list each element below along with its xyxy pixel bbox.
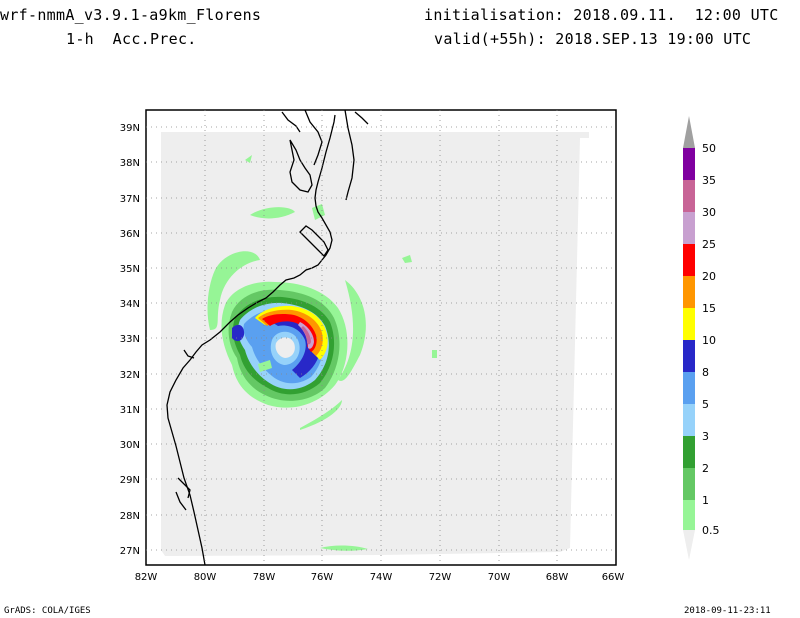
lat-label: 39N [120, 123, 140, 134]
colorbar-label: 1 [702, 494, 709, 507]
colorbar-label: 0.5 [702, 524, 720, 537]
field-title: 1-h Acc.Prec. [66, 30, 197, 48]
colorbar-swatch [683, 500, 695, 530]
lat-label: 33N [120, 334, 140, 345]
colorbar-swatch [683, 436, 695, 468]
colorbar-swatch [683, 404, 695, 436]
colorbar-label: 2 [702, 462, 709, 475]
model-title: wrf-nmmA_v3.9.1-a9km_Florens [0, 6, 262, 24]
colorbar-swatch [683, 308, 695, 340]
valid-time: valid(+55h): 2018.SEP.13 19:00 UTC [434, 30, 752, 48]
lat-label: 30N [120, 440, 140, 451]
footer-timestamp: 2018-09-11-23:11 [684, 606, 771, 616]
colorbar-swatch [683, 468, 695, 500]
colorbar-label: 35 [702, 174, 716, 187]
lon-label: 70W [488, 572, 511, 583]
lat-label: 36N [120, 229, 140, 240]
lat-label: 27N [120, 546, 140, 557]
colorbar-bottom-arrow [683, 530, 695, 560]
colorbar-label: 15 [702, 302, 716, 315]
lat-label: 32N [120, 370, 140, 381]
graticule [146, 110, 616, 565]
lat-label: 35N [120, 264, 140, 275]
colorbar-label: 10 [702, 334, 716, 347]
lon-label: 74W [370, 572, 393, 583]
lon-label: 68W [546, 572, 569, 583]
colorbar-swatch [683, 212, 695, 244]
colorbar-label: 5 [702, 398, 709, 411]
lon-label: 80W [194, 572, 217, 583]
lon-label: 72W [429, 572, 452, 583]
lon-label: 76W [311, 572, 334, 583]
colorbar-label: 3 [702, 430, 709, 443]
precip-field [207, 155, 437, 551]
colorbar-label: 25 [702, 238, 716, 251]
colorbar-swatch [683, 372, 695, 404]
colorbar-swatch [683, 180, 695, 212]
colorbar-swatch [683, 244, 695, 276]
colorbar-label: 30 [702, 206, 716, 219]
colorbar: 50 35 30 25 20 15 10 8 5 3 2 1 0.5 [683, 116, 720, 560]
colorbar-label: 50 [702, 142, 716, 155]
init-time: initialisation: 2018.09.11. 12:00 UTC [424, 6, 779, 24]
lat-label: 29N [120, 475, 140, 486]
coastline [166, 109, 369, 566]
colorbar-swatch [683, 276, 695, 308]
lat-label: 37N [120, 194, 140, 205]
colorbar-label: 8 [702, 366, 709, 379]
lat-label: 38N [120, 158, 140, 169]
colorbar-swatch [683, 340, 695, 372]
lat-label: 31N [120, 405, 140, 416]
lon-label: 66W [602, 572, 625, 583]
colorbar-label: 20 [702, 270, 716, 283]
lon-label: 78W [253, 572, 276, 583]
lon-label: 82W [135, 572, 158, 583]
colorbar-top-arrow [683, 116, 695, 148]
lat-label: 34N [120, 299, 140, 310]
model-domain [161, 132, 589, 556]
colorbar-swatch [683, 148, 695, 180]
lat-label: 28N [120, 511, 140, 522]
footer-source: GrADS: COLA/IGES [4, 606, 91, 616]
